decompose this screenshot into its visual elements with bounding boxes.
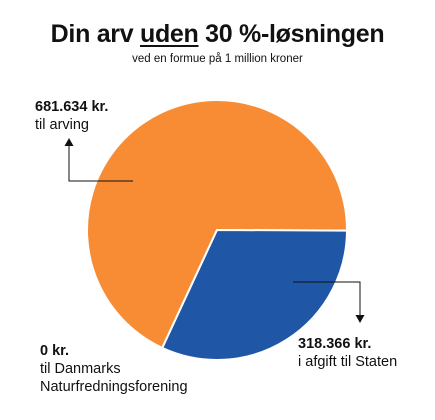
slice-staten <box>160 228 349 362</box>
leader-arrow-staten <box>355 315 365 323</box>
label-naturfredning-amount: 0 kr. <box>40 343 70 359</box>
slice-arving <box>86 99 349 350</box>
title-pre: Din arv <box>50 20 140 48</box>
leader-lines <box>64 138 365 323</box>
label-staten: 318.366 kr. i afgift til Staten <box>298 335 397 371</box>
chart-subtitle: ved en formue på 1 million kroner <box>132 53 303 65</box>
label-arving-amount: 681.634 kr. <box>35 99 109 115</box>
leader-arrow-arving <box>64 138 74 146</box>
label-arving-desc: til arving <box>35 117 89 133</box>
title-post: 30 %-løsningen <box>198 20 385 48</box>
label-arving: 681.634 kr. til arving <box>35 98 108 134</box>
label-staten-amount: 318.366 kr. <box>298 336 372 352</box>
leader-line-staten <box>293 281 361 316</box>
leader-line-arving <box>68 145 133 182</box>
label-naturfredning-desc-2: Naturfredningsforening <box>40 379 188 395</box>
label-staten-desc: i afgift til Staten <box>298 354 398 370</box>
chart-title: Din arv uden 30 %-løsningen <box>0 20 435 49</box>
label-naturfredning: 0 kr. til Danmarks Naturfredningsforenin… <box>40 342 188 396</box>
pie-slices <box>86 99 349 362</box>
label-naturfredning-desc-1: til Danmarks <box>40 361 121 377</box>
title-underlined: uden <box>139 20 199 48</box>
